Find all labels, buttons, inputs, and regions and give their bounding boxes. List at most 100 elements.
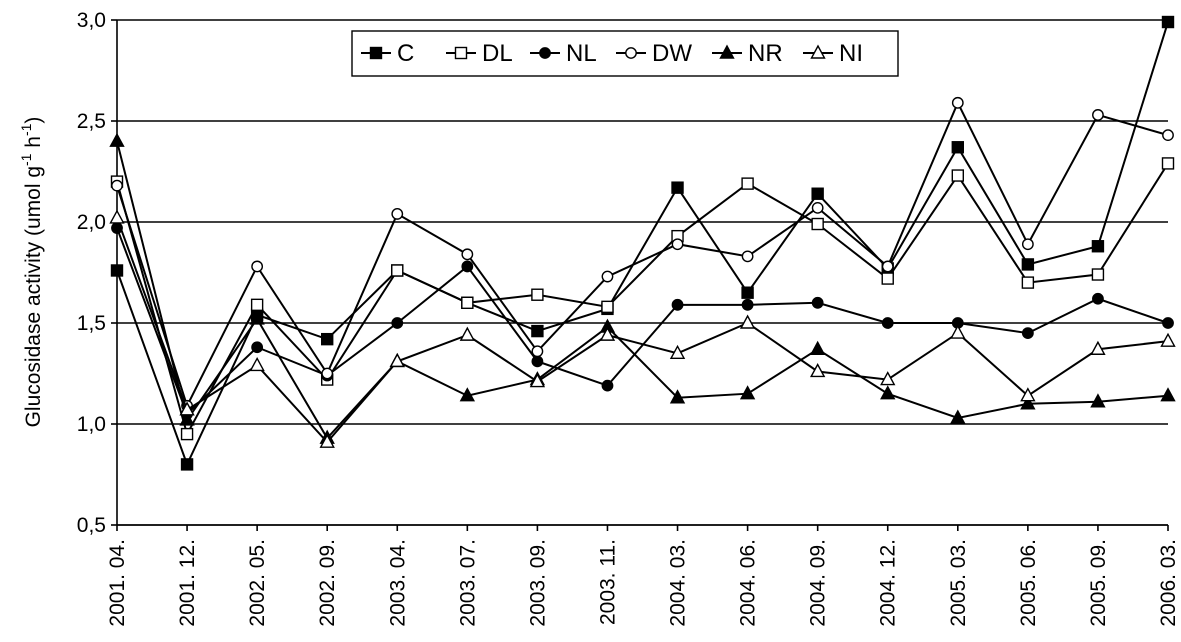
data-point	[1161, 157, 1175, 170]
y-tick-label: 1,5	[77, 312, 106, 335]
y-axis-label-mid: h	[22, 136, 45, 154]
data-point	[669, 344, 686, 359]
data-point	[741, 298, 754, 311]
x-tick-label: 2003. 07.	[456, 539, 479, 627]
data-point	[531, 345, 544, 358]
legend-marker	[625, 47, 637, 59]
data-point	[601, 270, 614, 283]
data-point	[391, 208, 404, 220]
data-point	[459, 387, 476, 402]
data-point	[951, 169, 964, 182]
series-line	[116, 100, 1169, 409]
legend: C DL NL DW NR NI	[351, 30, 899, 77]
y-tick-label: 2,5	[77, 110, 106, 133]
data-series	[109, 15, 1176, 471]
data-point	[599, 326, 616, 341]
legend-item-dw: DW	[616, 40, 692, 67]
data-point	[671, 298, 684, 311]
data-point	[249, 356, 265, 372]
data-point	[461, 296, 474, 309]
y-axis-label-sup2: -1	[18, 123, 34, 136]
data-point	[180, 427, 194, 441]
data-point	[811, 217, 824, 231]
series-nr	[109, 132, 1176, 444]
data-point	[880, 371, 896, 386]
data-point	[811, 201, 824, 214]
data-point	[1090, 340, 1106, 355]
data-point	[389, 352, 405, 368]
series-dl	[110, 157, 1175, 441]
data-point	[391, 317, 404, 329]
data-point	[250, 298, 264, 312]
data-point	[811, 296, 824, 309]
y-tick-labels: 0,5 1,0 1,5 2,0 2,5 3,0	[77, 9, 106, 537]
data-point	[1020, 387, 1036, 402]
x-tick-label: 2001. 12.	[176, 539, 199, 627]
data-point	[249, 310, 265, 325]
data-point	[741, 250, 754, 263]
x-tick-label: 2004. 12.	[877, 539, 900, 627]
data-point	[951, 96, 964, 109]
y-tick-label: 0,5	[77, 514, 106, 537]
data-point	[111, 179, 123, 192]
data-point	[739, 385, 756, 400]
data-point	[601, 379, 614, 392]
data-point	[1020, 395, 1036, 410]
data-point	[671, 181, 684, 194]
data-point	[1160, 332, 1176, 347]
legend-label: C	[397, 40, 414, 67]
data-point	[1160, 387, 1176, 402]
data-point	[1021, 238, 1034, 251]
legend-label: DL	[482, 40, 513, 67]
data-point	[601, 300, 614, 314]
data-point	[881, 260, 894, 273]
data-point	[741, 177, 754, 190]
y-axis-label-end: )	[22, 117, 45, 124]
x-tick-label: 2004. 03.	[667, 539, 690, 627]
data-point	[461, 260, 474, 273]
data-point	[251, 260, 264, 273]
y-tick-label: 3,0	[77, 9, 106, 32]
data-point	[811, 187, 824, 200]
x-tick-label: 2004. 09.	[807, 539, 830, 627]
x-tick-label: 2003. 04.	[386, 539, 409, 627]
data-point	[179, 401, 195, 416]
data-point	[110, 264, 124, 277]
legend-item-c: C	[361, 40, 414, 67]
legend-label: NR	[748, 40, 783, 67]
series-ni	[109, 209, 1176, 448]
data-point	[1092, 109, 1104, 121]
data-point	[391, 264, 404, 277]
x-tick-label: 2001. 04.	[106, 539, 129, 627]
legend-item-nr: NR	[712, 40, 783, 67]
legend-marker	[369, 46, 383, 60]
data-point	[671, 238, 684, 251]
y-tick-label: 2,0	[77, 211, 106, 234]
data-point	[951, 141, 964, 154]
data-point	[1091, 240, 1105, 253]
data-point	[1021, 258, 1035, 271]
data-point	[809, 363, 826, 378]
x-tick-label: 2003. 11.	[596, 539, 619, 625]
data-point	[950, 409, 966, 424]
data-point	[1091, 268, 1105, 281]
data-point	[669, 389, 686, 404]
legend-marker	[719, 44, 735, 59]
data-point	[739, 314, 756, 329]
x-tick-label: 2006. 03.	[1157, 539, 1180, 627]
data-point	[461, 248, 474, 261]
data-point	[741, 286, 754, 299]
data-point	[321, 332, 334, 346]
data-point	[251, 341, 264, 354]
data-point	[1162, 317, 1174, 329]
data-point	[319, 433, 335, 448]
x-tick-label: 2005. 03.	[947, 539, 970, 627]
legend-label: NL	[566, 40, 597, 67]
data-point	[880, 385, 896, 400]
x-tick-label: 2004. 06.	[737, 539, 760, 627]
legend-item-nl: NL	[530, 40, 597, 67]
data-point	[529, 373, 546, 388]
series-line	[116, 21, 1169, 468]
data-point	[1162, 129, 1174, 142]
data-point	[1161, 15, 1175, 29]
